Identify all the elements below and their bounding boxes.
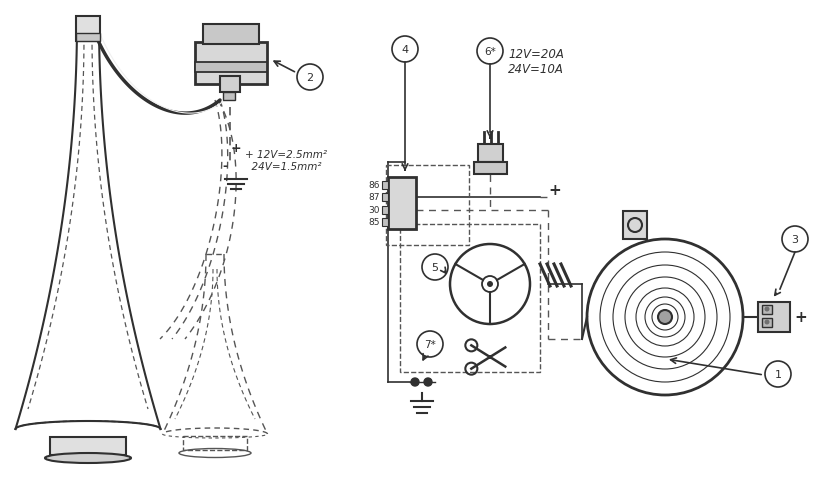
Text: 6*: 6* (484, 47, 496, 57)
Text: 1: 1 (774, 369, 782, 379)
Bar (203, 25, 259, 45)
Bar (382, 193, 388, 202)
Bar (400, 225, 540, 372)
Bar (220, 77, 240, 93)
Circle shape (764, 307, 769, 312)
Bar (762, 305, 772, 314)
Bar (623, 212, 647, 240)
Bar (382, 181, 388, 190)
Text: 5: 5 (431, 263, 438, 273)
Text: 85: 85 (368, 218, 380, 227)
Bar (388, 178, 416, 229)
Text: 24V=1.5mm²: 24V=1.5mm² (245, 162, 321, 172)
Bar (758, 302, 790, 332)
Text: 4: 4 (402, 45, 408, 55)
Circle shape (658, 311, 672, 324)
Text: +: + (548, 182, 561, 198)
Bar (223, 93, 235, 101)
Text: + 12V=2.5mm²: + 12V=2.5mm² (245, 150, 327, 160)
Text: 12V=20A
24V=10A: 12V=20A 24V=10A (508, 48, 564, 76)
Circle shape (487, 281, 493, 288)
Ellipse shape (45, 453, 131, 463)
Text: 86: 86 (368, 181, 380, 190)
Bar (76, 34, 100, 42)
Bar (478, 144, 503, 163)
Text: 30: 30 (368, 206, 380, 215)
Circle shape (764, 320, 769, 325)
Text: 3: 3 (791, 235, 799, 244)
Bar (195, 63, 267, 73)
Text: +: + (794, 310, 807, 325)
Bar (382, 218, 388, 227)
Text: 2: 2 (306, 73, 314, 83)
Bar (183, 436, 247, 450)
Text: +: + (231, 142, 241, 155)
Text: 7*: 7* (424, 339, 436, 349)
Bar (762, 318, 772, 327)
Bar (386, 166, 469, 245)
Text: -: - (222, 160, 227, 173)
Bar (382, 206, 388, 215)
Circle shape (411, 378, 419, 386)
Circle shape (488, 355, 492, 359)
Bar (76, 17, 100, 42)
Circle shape (424, 378, 432, 386)
Text: 87: 87 (368, 193, 380, 202)
Bar (474, 163, 507, 175)
Bar (50, 437, 126, 455)
Bar (195, 43, 267, 85)
